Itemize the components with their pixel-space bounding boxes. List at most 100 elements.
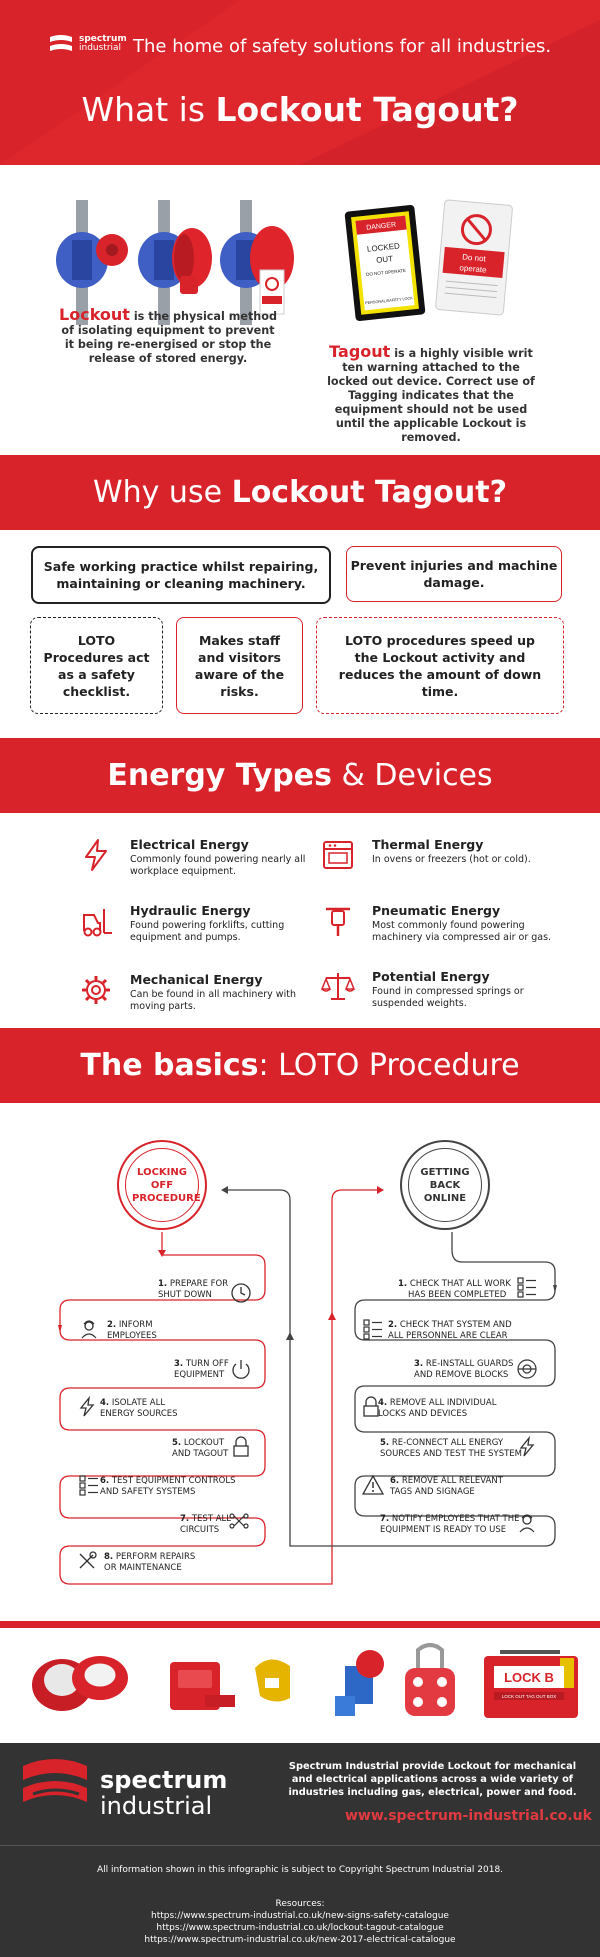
tagout-keyword: Tagout: [329, 342, 391, 361]
energy-desc: Most commonly found powering machinery v…: [372, 920, 552, 943]
step-line1: REMOVE ALL INDIVIDUAL: [389, 1398, 497, 1408]
lockout-valves-illustration: [56, 200, 294, 325]
checklist-icon: [517, 1277, 536, 1298]
left-step: 4. ISOLATE ALL ENERGY SOURCES: [100, 1398, 178, 1420]
energy-name: Hydraulic Energy: [130, 903, 251, 918]
energy-desc: Found in compressed springs or suspended…: [372, 986, 524, 1009]
resource-link[interactable]: https://www.spectrum-industrial.co.uk/ne…: [144, 1935, 456, 1945]
tag1-danger: DANGER: [366, 222, 397, 232]
step-num: 8.: [104, 1552, 114, 1562]
step-num: 2.: [388, 1320, 398, 1330]
step-num: 1.: [158, 1279, 168, 1289]
right-step: 1. CHECK THAT ALL WORK HAS BEEN COMPLETED: [398, 1279, 511, 1301]
energy-name: Electrical Energy: [130, 837, 249, 852]
checklist-icon: [363, 1319, 382, 1340]
step-num: 3.: [414, 1359, 424, 1369]
step-line2: OR MAINTENANCE: [104, 1563, 182, 1573]
step-line2: EQUIPMENT: [174, 1370, 225, 1380]
step-line1: ISOLATE ALL: [111, 1398, 166, 1408]
step-line1: INFORM: [118, 1320, 153, 1330]
tag1-out: OUT: [376, 254, 394, 265]
left-step: 5. LOCKOUT AND TAGOUT: [172, 1438, 228, 1460]
padlock-icon: [363, 1396, 379, 1417]
reason-box: Safe working practice whilst repairing, …: [31, 546, 331, 604]
right-step: 5. RE-CONNECT ALL ENERGY SOURCES AND TEST…: [380, 1438, 522, 1460]
left-step: 8. PERFORM REPAIRS OR MAINTENANCE: [104, 1552, 195, 1574]
tag1-personal: PERSONAL/SAFETY LOCK: [365, 296, 413, 305]
energy-desc: Can be found in all machinery with movin…: [130, 989, 296, 1012]
worker-icon: [519, 1514, 535, 1533]
tag2-line2: operate: [459, 263, 487, 274]
step-line2: AND TAGOUT: [172, 1449, 229, 1459]
right-circle-label: GETTING BACK ONLINE: [420, 1166, 470, 1204]
step-line1: TURN OFF: [185, 1359, 229, 1369]
reason-box: LOTO Procedures act as a safety checklis…: [30, 617, 163, 714]
lockout-description: Lockout is the physical method of isolat…: [58, 307, 278, 366]
step-line2: EMPLOYEES: [107, 1331, 157, 1341]
breaker-lockout-product: [255, 1659, 290, 1702]
energy-desc: Commonly found powering nearly all workp…: [130, 854, 306, 877]
step-line1: PREPARE FOR: [169, 1279, 229, 1289]
energy-title-rest: & Devices: [331, 758, 493, 793]
step-line1: CHECK THAT ALL WORK: [409, 1279, 511, 1289]
lockbox-sub: LOCK OUT TAG OUT BOX: [502, 1694, 556, 1699]
padlock-icon: [233, 1436, 249, 1457]
tagout-description: Tagout is a highly visible writ ten warn…: [326, 342, 536, 445]
checklist-icon: [79, 1475, 98, 1496]
title-emphasis: Lockout Tagout?: [215, 90, 519, 129]
spectrum-logo-icon: [50, 35, 72, 51]
resource-link[interactable]: https://www.spectrum-industrial.co.uk/ne…: [151, 1911, 449, 1921]
lightning-icon: [519, 1436, 535, 1457]
step-line2: AND SAFETY SYSTEMS: [100, 1487, 196, 1497]
lightning-icon: [79, 1396, 95, 1417]
step-line2: SOURCES AND TEST THE SYSTEM: [380, 1449, 523, 1459]
warning-sign-icon: [362, 1474, 384, 1495]
step-num: 1.: [398, 1279, 408, 1289]
left-circle-label: LOCKING OFF PROCEDURE: [132, 1166, 201, 1204]
step-num: 4.: [100, 1398, 110, 1408]
valve-lockout-product: [32, 1656, 128, 1711]
left-step: 7. TEST ALL CIRCUITS: [180, 1514, 231, 1536]
step-line1: RE-INSTALL GUARDS: [425, 1359, 514, 1369]
footer-logo-text[interactable]: spectrum industrial: [100, 1767, 227, 1819]
lockout-products-illustration: LOCK B LOCK OUT TAG OUT BOX: [32, 1643, 578, 1718]
left-step: 3. TURN OFF EQUIPMENT: [174, 1359, 229, 1381]
step-num: 2.: [107, 1320, 117, 1330]
step-num: 7.: [380, 1514, 390, 1524]
energy-item-electrical: Electrical Energy Commonly found powerin…: [78, 837, 308, 877]
header-background: [0, 0, 600, 165]
step-line1: REMOVE ALL RELEVANT: [401, 1476, 503, 1486]
energy-title-emphasis: Energy Types: [107, 758, 332, 793]
footer-website-link[interactable]: www.spectrum-industrial.co.uk: [345, 1808, 592, 1824]
footer-description: Spectrum Industrial provide Lockout for …: [288, 1761, 577, 1798]
scale-icon: [320, 973, 356, 1000]
plug-lockout-product: [170, 1662, 235, 1710]
footer-divider: [0, 1845, 600, 1846]
section-divider: [0, 1621, 600, 1628]
step-num: 3.: [174, 1359, 184, 1369]
step-line1: TEST EQUIPMENT CONTROLS: [111, 1476, 236, 1486]
step-line2: TAGS AND SIGNAGE: [390, 1487, 475, 1497]
header-tagline: The home of safety solutions for all ind…: [133, 36, 552, 57]
locking-off-procedure-circle: LOCKING OFF PROCEDURE: [117, 1140, 207, 1230]
step-line2: SHUT DOWN: [158, 1290, 212, 1300]
basics-section-title: The basics: LOTO Procedure: [0, 1028, 600, 1103]
reason-box: Makes staff and visitors aware of the ri…: [176, 617, 303, 714]
left-step: 2. INFORM EMPLOYEES: [107, 1320, 157, 1342]
right-step: 7. NOTIFY EMPLOYEES THAT THE EQUIPMENT IS…: [380, 1514, 520, 1536]
step-line1: LOCKOUT: [183, 1438, 225, 1448]
step-num: 7.: [180, 1514, 190, 1524]
step-line2: ENERGY SOURCES: [100, 1409, 178, 1419]
spectrum-logo-icon: [23, 1759, 87, 1802]
footer-logo-sub: industrial: [100, 1792, 213, 1820]
step-line1: NOTIFY EMPLOYEES THAT THE: [391, 1514, 520, 1524]
gear-icon: [82, 976, 110, 1004]
basics-title-emphasis: The basics: [80, 1048, 259, 1083]
step-line1: TEST ALL: [191, 1514, 231, 1524]
resource-link[interactable]: https://www.spectrum-industrial.co.uk/lo…: [156, 1923, 444, 1933]
step-line2: ALL PERSONNEL ARE CLEAR: [388, 1331, 508, 1341]
why-title-prefix: Why use: [92, 475, 232, 510]
logo-name: spectrum: [79, 34, 127, 44]
header-logo[interactable]: spectrum industrial: [48, 34, 127, 54]
